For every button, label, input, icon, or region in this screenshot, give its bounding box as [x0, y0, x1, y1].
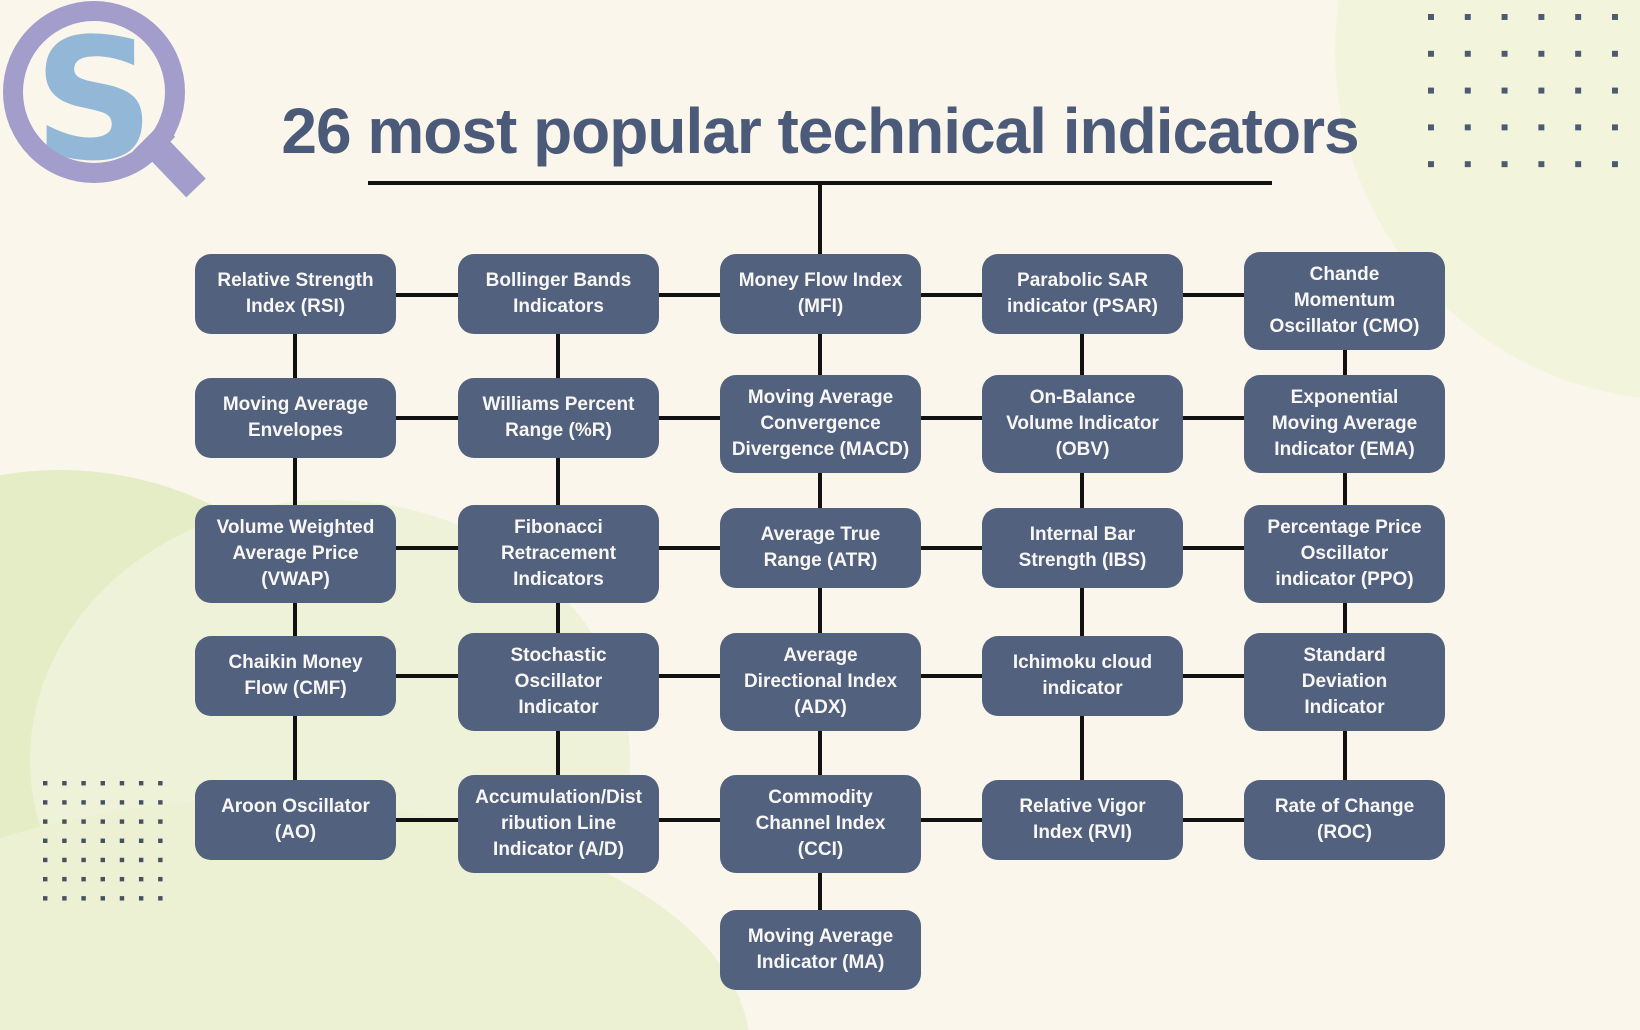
node-vwap: Volume Weighted Average Price (VWAP)	[195, 505, 396, 603]
node-roc: Rate of Change (ROC)	[1244, 780, 1445, 860]
node-ibs: Internal Bar Strength (IBS)	[982, 508, 1183, 588]
node-ppo: Percentage Price Oscillator indicator (P…	[1244, 505, 1445, 603]
node-ma-envelopes: Moving Average Envelopes	[195, 378, 396, 458]
node-cmf: Chaikin Money Flow (CMF)	[195, 636, 396, 716]
node-ma: Moving Average Indicator (MA)	[720, 910, 921, 990]
node-obv: On-Balance Volume Indicator (OBV)	[982, 375, 1183, 473]
node-fibonacci: Fibonacci Retracement Indicators	[458, 505, 659, 603]
node-bollinger: Bollinger Bands Indicators	[458, 254, 659, 334]
node-psar: Parabolic SAR indicator (PSAR)	[982, 254, 1183, 334]
node-stochastic: Stochastic Oscillator Indicator	[458, 633, 659, 731]
node-rsi: Relative Strength Index (RSI)	[195, 254, 396, 334]
node-stddev: Standard Deviation Indicator	[1244, 633, 1445, 731]
node-accum-dist: Accumulation/Dist ribution Line Indicato…	[458, 775, 659, 873]
dot-grid-bottom-left	[43, 781, 163, 901]
sq-magnifier-logo: S	[0, 0, 230, 215]
node-cci: Commodity Channel Index (CCI)	[720, 775, 921, 873]
node-macd: Moving Average Convergence Divergence (M…	[720, 375, 921, 473]
node-ema: Exponential Moving Average Indicator (EM…	[1244, 375, 1445, 473]
node-mfi: Money Flow Index (MFI)	[720, 254, 921, 334]
dot-grid-top-right	[1428, 14, 1620, 168]
node-williams-r: Williams Percent Range (%R)	[458, 378, 659, 458]
node-rvi: Relative Vigor Index (RVI)	[982, 780, 1183, 860]
magnifier-ring	[3, 1, 185, 183]
node-adx: Average Directional Index (ADX)	[720, 633, 921, 731]
node-cmo: Chande Momentum Oscillator (CMO)	[1244, 252, 1445, 350]
magnifier-handle	[142, 132, 206, 198]
node-aroon: Aroon Oscillator (AO)	[195, 780, 396, 860]
node-atr: Average True Range (ATR)	[720, 508, 921, 588]
page-title: 26 most popular technical indicators	[281, 95, 1359, 167]
node-ichimoku: Ichimoku cloud indicator	[982, 636, 1183, 716]
magnifier-logo-icon: S	[3, 1, 206, 198]
